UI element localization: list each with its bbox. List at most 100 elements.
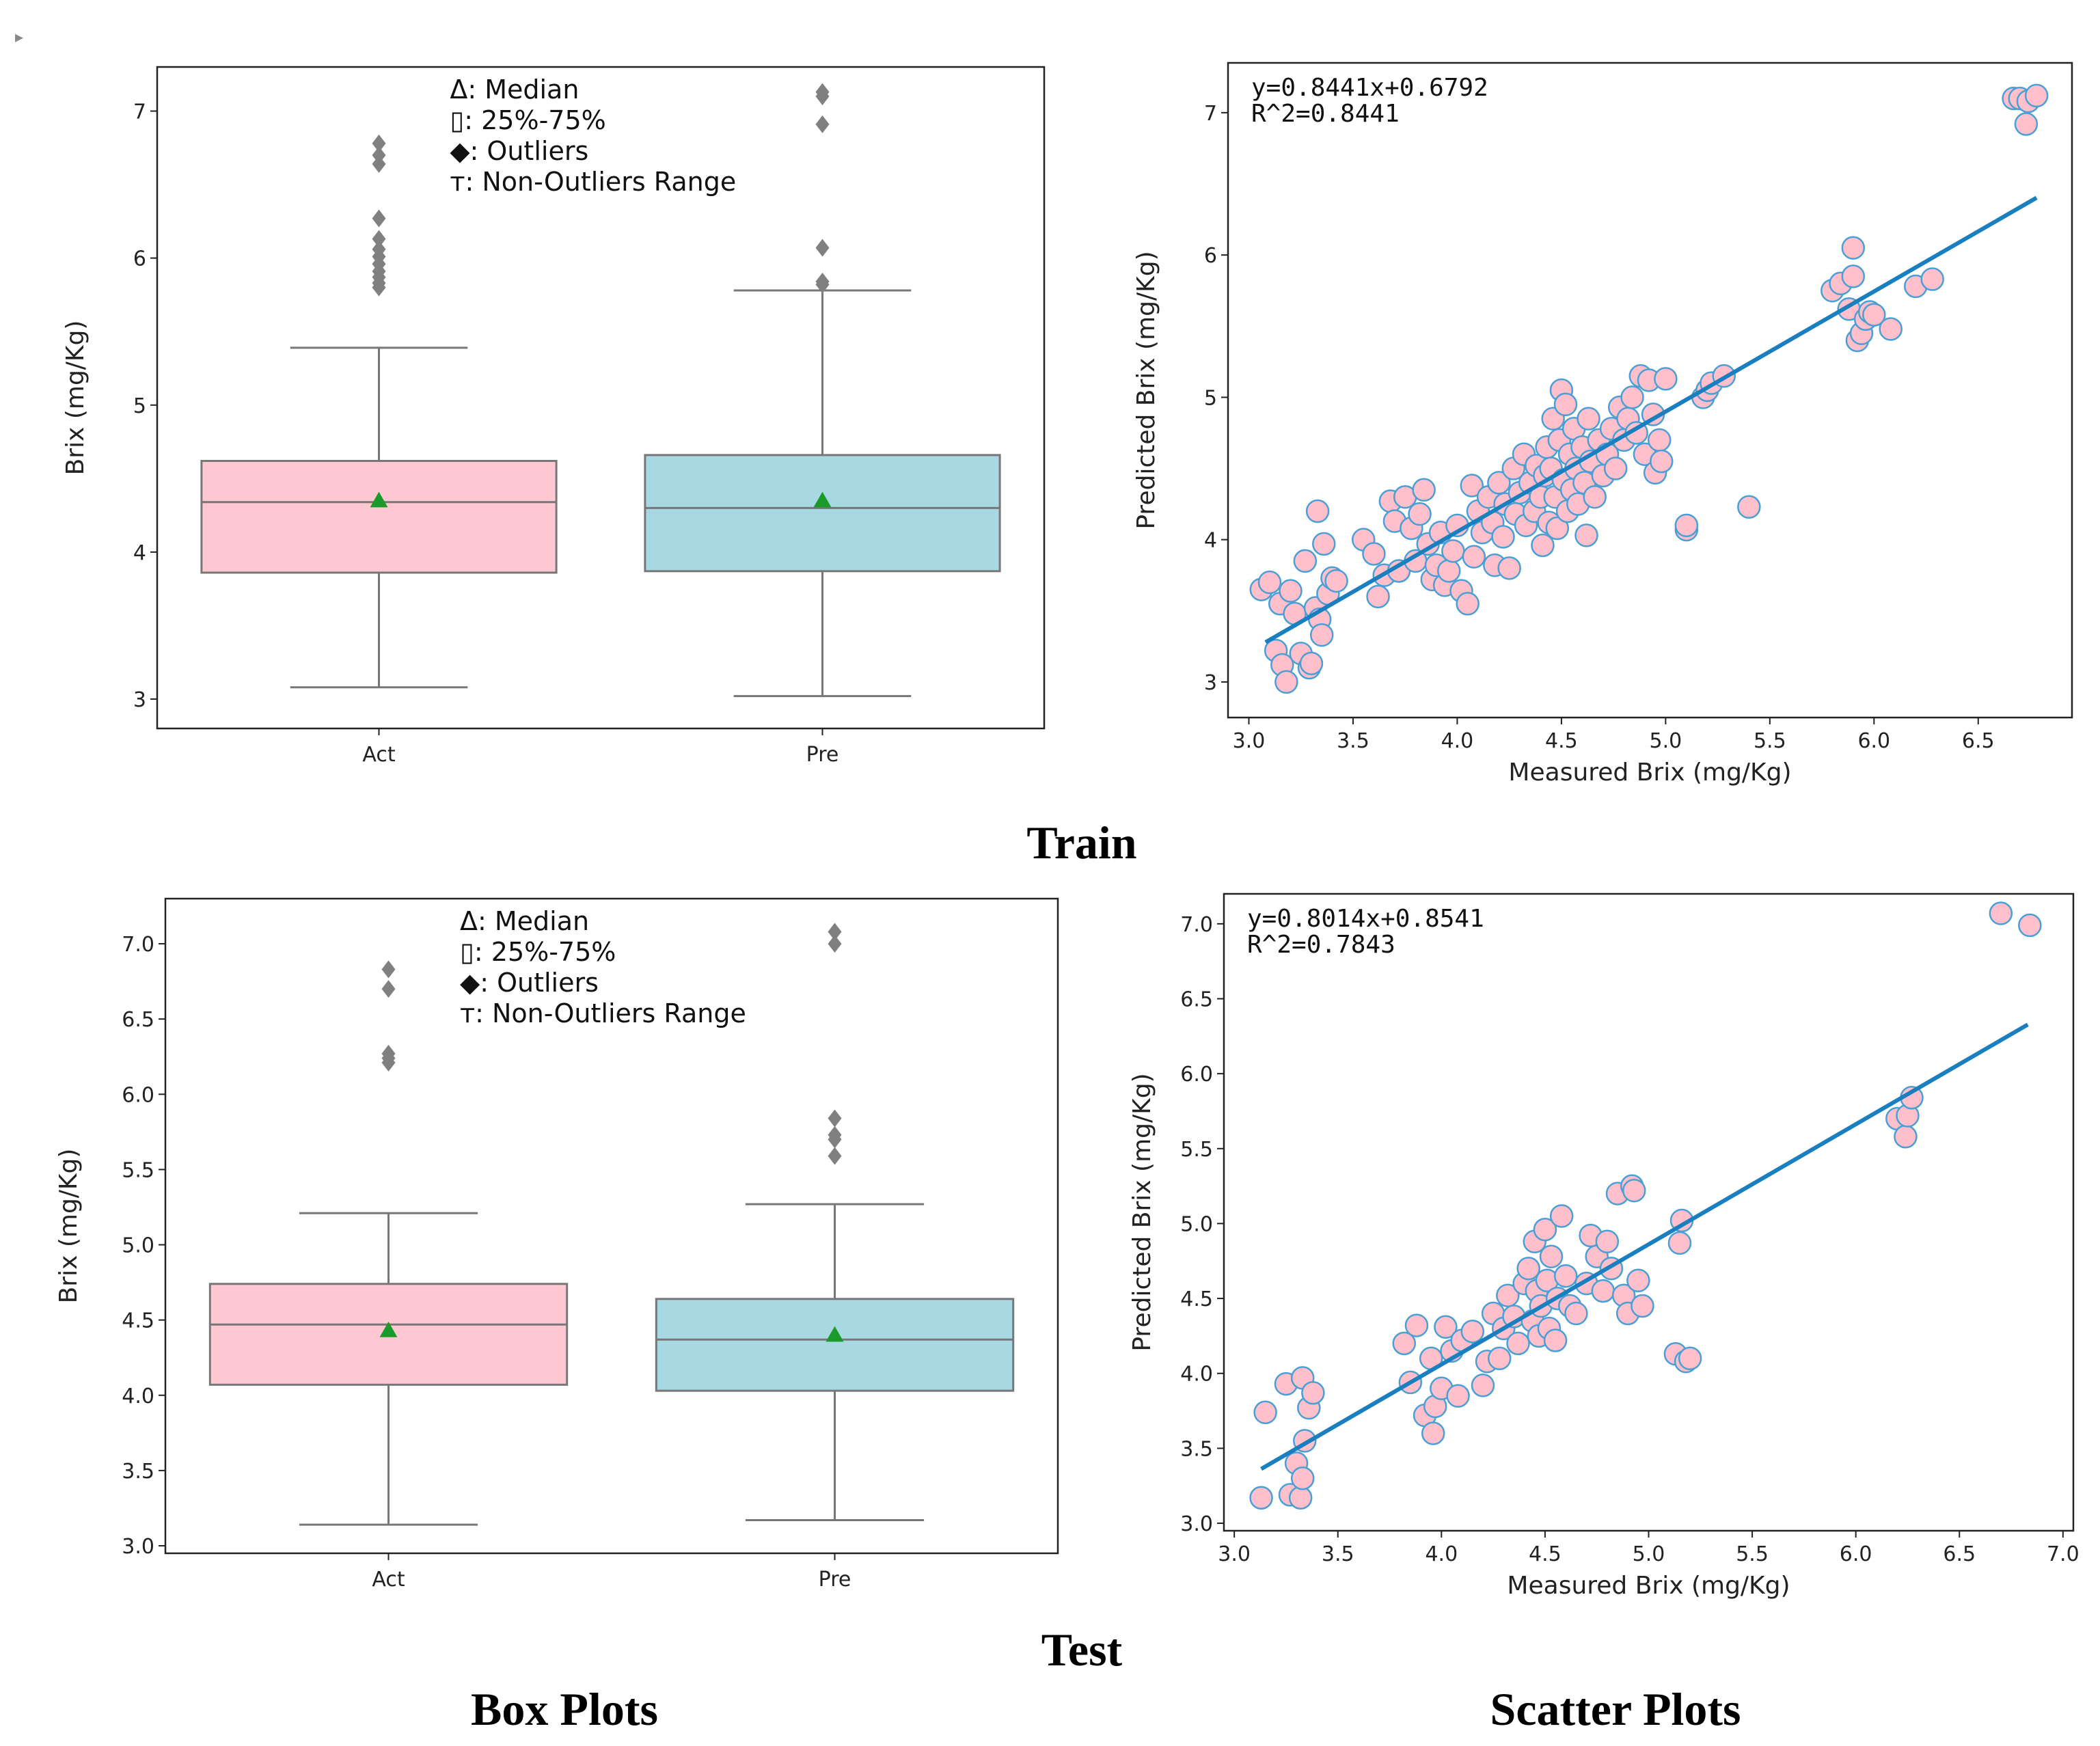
caption-scatter-plots: Scatter Plots [1490, 1683, 1741, 1735]
y-tick-label: 7.0 [1180, 913, 1213, 937]
mean-marker [370, 491, 388, 508]
legend-entry: ▯: 25%-75% [460, 937, 616, 967]
scatter-point [1462, 545, 1486, 569]
x-tick-label: 3.0 [1218, 1542, 1251, 1566]
legend-entry: ▯: 25%-75% [450, 105, 605, 135]
y-tick-label: 6.0 [1180, 1063, 1213, 1087]
box-act [200, 134, 558, 689]
y-axis-label: Predicted Brix (mg/Kg) [1128, 1073, 1156, 1351]
x-tick-label: 4.5 [1529, 1542, 1562, 1566]
scatter-point [1506, 1331, 1530, 1356]
outlier-point [828, 923, 842, 941]
regression-line [1260, 1022, 2029, 1471]
scatter-point [1564, 1301, 1588, 1326]
y-tick-label: 5.5 [1180, 1138, 1213, 1162]
y-tick-label: 5 [133, 394, 146, 418]
scatter-point [1496, 1283, 1520, 1307]
scatter-point [1305, 499, 1330, 523]
outlier-point [815, 238, 830, 257]
x-tick-label: 3.0 [1233, 729, 1266, 753]
y-tick-label: 4 [133, 541, 146, 565]
scatter-points [1249, 83, 2049, 694]
legend-entry: Δ: Median [450, 74, 579, 105]
scatter-point [1491, 525, 1515, 549]
x-tick-label: 5.5 [1754, 729, 1786, 753]
outlier-point [372, 209, 386, 228]
scatter-point [1620, 385, 1644, 409]
outlier-point [381, 980, 396, 998]
scatter-point [1539, 1244, 1564, 1268]
scatter-point [1366, 584, 1390, 609]
scatter-point [1667, 1231, 1692, 1255]
legend-entry: ◆: Outliers [460, 968, 599, 998]
scatter-point [1301, 1380, 1325, 1405]
scatter-point [1456, 592, 1479, 616]
mean-marker [813, 491, 832, 508]
plot-frame [164, 897, 1059, 1555]
scatter-point [2024, 83, 2049, 108]
legend-entry: ᴛ: Non-Outliers Range [450, 167, 736, 197]
scatter-point [1591, 1279, 1615, 1303]
scatter-point [1497, 556, 1521, 580]
scatter-point [1647, 428, 1672, 452]
x-tick-label: 5.0 [1650, 729, 1682, 753]
outlier-point [381, 1044, 396, 1063]
y-tick-label: 5 [1204, 386, 1217, 410]
y-tick-label: 6.0 [122, 1083, 154, 1107]
scatter-point [1274, 670, 1298, 694]
scatter-point [1650, 449, 1674, 474]
legend-entry: ◆: Outliers [450, 136, 588, 166]
x-tick-label: 3.5 [1337, 729, 1369, 753]
scatter-point [1441, 539, 1465, 563]
outlier-point [815, 83, 830, 101]
scatter-point [1421, 1421, 1445, 1445]
y-tick-label: 5.0 [122, 1234, 154, 1258]
legend-entry: Δ: Median [460, 906, 589, 936]
scatter-point [1290, 1466, 1315, 1490]
outlier-point [381, 960, 396, 979]
x-tick-label: 4.0 [1441, 729, 1474, 753]
y-tick-label: 3 [133, 688, 146, 712]
y-tick-label: 4.5 [122, 1309, 154, 1333]
caption-train: Train [1026, 817, 1136, 869]
x-axis-label: Measured Brix (mg/Kg) [1507, 1572, 1790, 1600]
y-tick-label: 3.0 [1180, 1512, 1213, 1536]
y-axis-label: Brix (mg/Kg) [62, 320, 90, 476]
x-tick-label: Pre [806, 743, 839, 767]
y-tick-label: 6 [133, 247, 146, 271]
scatter-point [1460, 474, 1484, 497]
scatter-point [1622, 1178, 1646, 1203]
outlier-point [372, 230, 386, 248]
test-scatter-plot: 3.0 3.5 4.0 4.5 5.0 5.5 6.0 6.5 7.0 Predicted Bri… [1128, 892, 2079, 1600]
iqr-box [655, 1298, 1015, 1392]
outlier-point [828, 935, 842, 953]
scatter-point [1408, 502, 1432, 526]
scatter-point [1288, 1486, 1313, 1510]
scatter-point [1654, 367, 1678, 391]
y-tick-label: 7.0 [122, 933, 154, 957]
scatter-point [1989, 901, 2013, 925]
y-axis-label: Brix (mg/Kg) [55, 1149, 83, 1304]
y-tick-label: 5.5 [122, 1158, 154, 1182]
scatter-point [1841, 236, 1866, 260]
scatter-point [1920, 267, 1944, 291]
x-tick-label: 4.5 [1545, 729, 1578, 753]
scatter-point [1392, 1331, 1417, 1356]
scatter-point [1583, 485, 1607, 509]
test-box-plot: 3.0 3.5 4.0 4.5 5.0 5.5 6.0 6.5 7.0 Brix (mg/Kg) A… [55, 897, 1059, 1592]
mean-marker [379, 1322, 398, 1337]
y-tick-label: 4 [1204, 529, 1217, 553]
scatter-point [1434, 1315, 1458, 1339]
scatter-point [1631, 1294, 1654, 1318]
y-tick-label: 4.0 [122, 1384, 154, 1408]
y-tick-label: 4.5 [1180, 1287, 1213, 1311]
y-axis-label: Predicted Brix (mg/Kg) [1132, 251, 1160, 529]
outlier-point [828, 1147, 842, 1165]
plot-frame [1223, 892, 2075, 1532]
scatter-point [1471, 1374, 1495, 1397]
r-squared: R^2=0.7843 [1247, 931, 1395, 959]
x-tick-label: 5.5 [1736, 1542, 1769, 1566]
regression-equation: y=0.8014x+0.8541 [1247, 905, 1484, 933]
x-tick-label: 6.5 [1962, 729, 1995, 753]
